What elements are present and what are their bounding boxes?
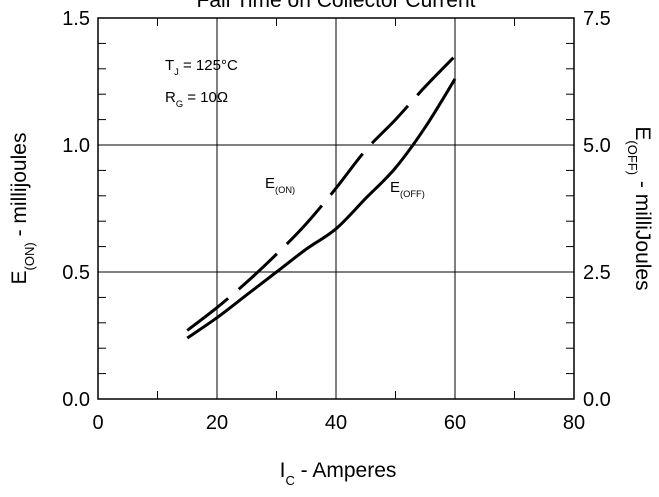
y-left-tick-label: 0.5	[62, 262, 90, 284]
x-tick-label: 20	[206, 412, 228, 434]
x-axis-title: IC - Amperes	[280, 459, 397, 488]
x-tick-label: 40	[325, 412, 347, 434]
x-tick-label: 0	[92, 412, 103, 434]
chart-title: Fall Time on Collector Current	[197, 0, 476, 12]
series-line-eoff	[186, 78, 457, 340]
series-label-eoff: E(OFF)	[390, 179, 425, 199]
y-right-axis-title: E(OFF) - milliJoules	[626, 126, 655, 290]
y-left-tick-label: 1.0	[62, 135, 90, 157]
y-right-tick-label: 5.0	[583, 135, 611, 157]
y-left-tick-label: 1.5	[62, 8, 90, 30]
series-layer	[186, 55, 457, 340]
x-tick-label: 60	[444, 412, 466, 434]
condition-label: TJ = 125°C	[165, 57, 238, 77]
y-right-tick-label: 0.0	[583, 389, 611, 411]
x-tick-label: 80	[563, 412, 585, 434]
grid	[98, 18, 574, 399]
y-right-tick-label: 2.5	[583, 262, 611, 284]
y-right-tick-label: 7.5	[583, 8, 611, 30]
y-left-axis-title: E(ON) - millijoules	[8, 133, 37, 285]
series-label-eon: E(ON)	[265, 175, 295, 195]
y-left-tick-label: 0.0	[62, 389, 90, 411]
condition-label: RG = 10Ω	[165, 89, 228, 109]
labels: 0 20 40 60 800.00.51.01.50.02.55.07.5IC - Am…	[8, 8, 654, 488]
series-line-eon	[186, 55, 457, 332]
plot-frame	[97, 17, 575, 400]
